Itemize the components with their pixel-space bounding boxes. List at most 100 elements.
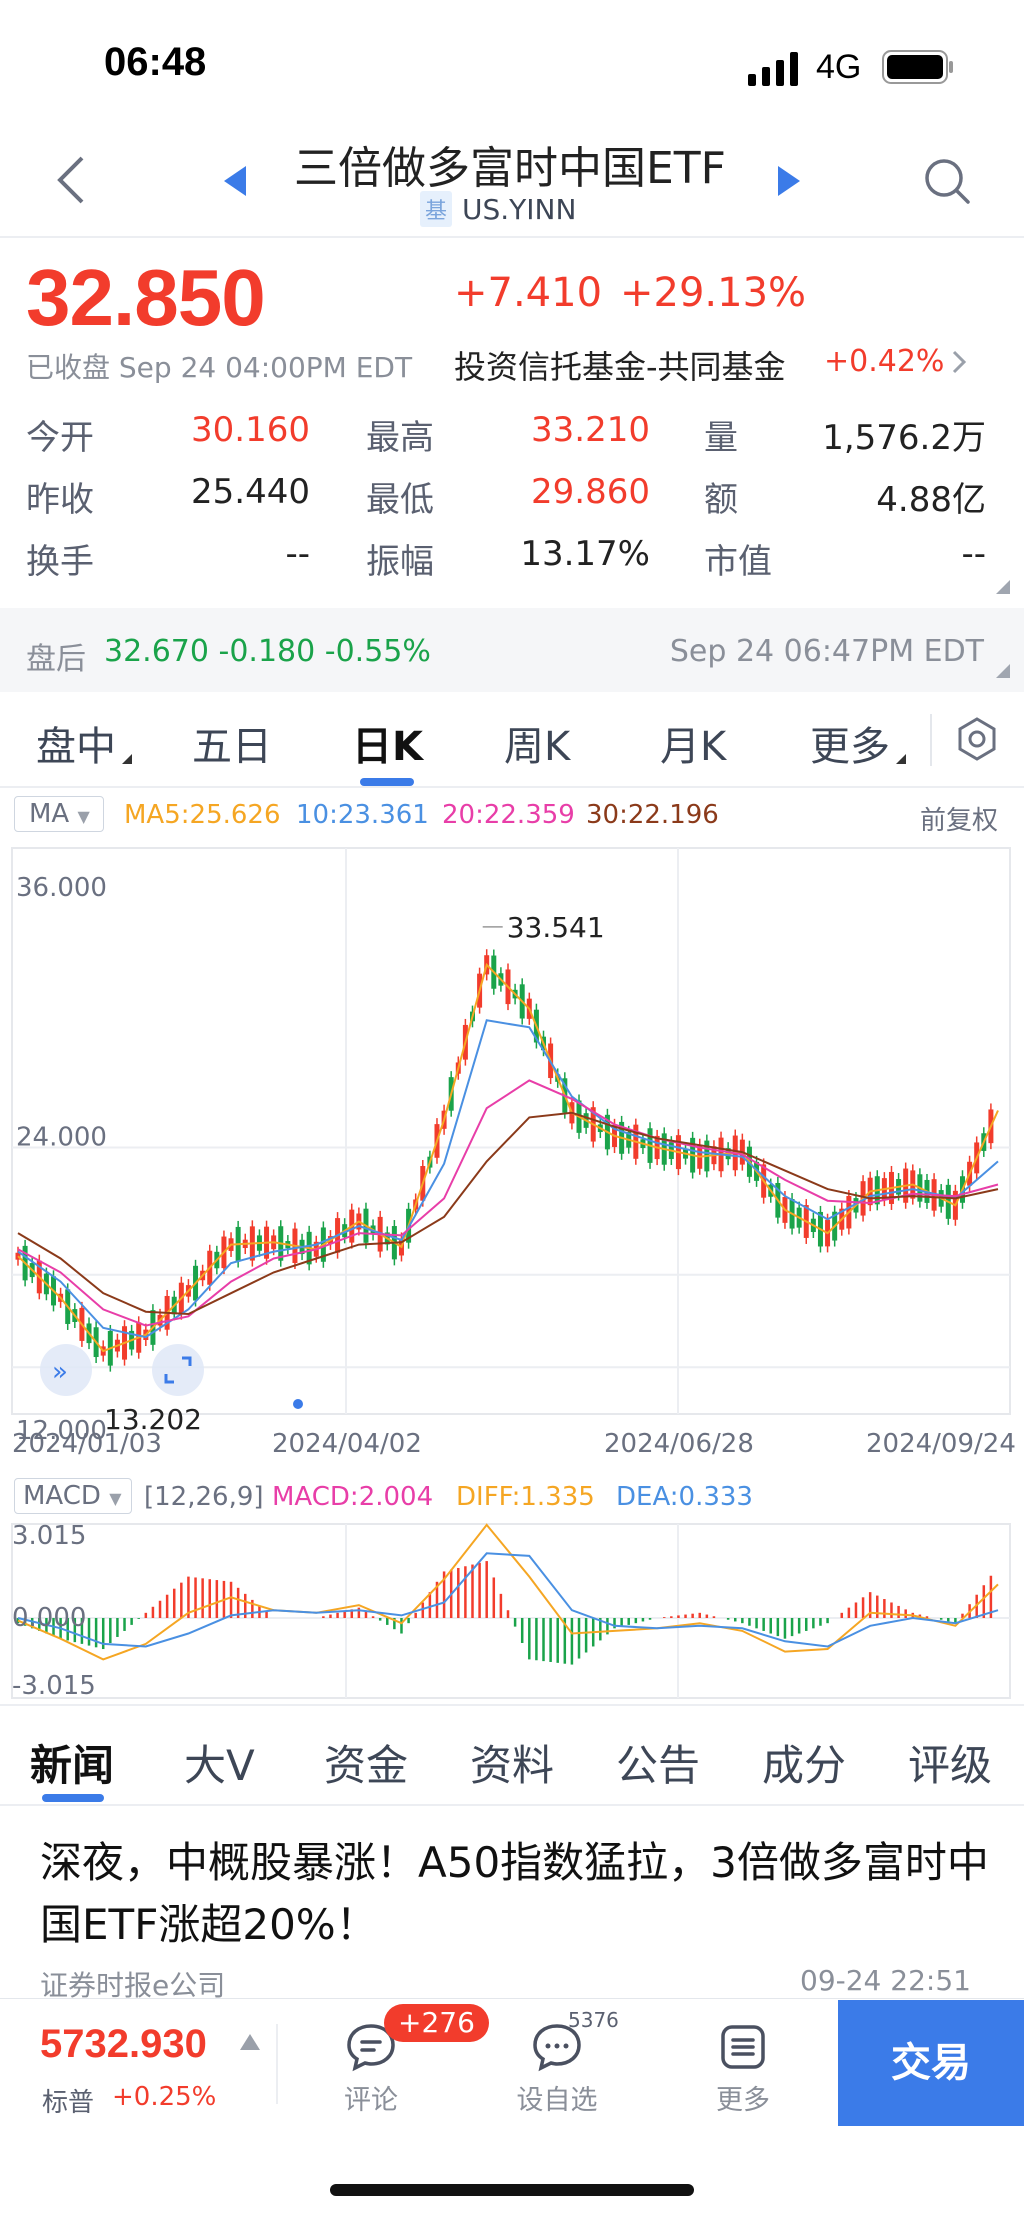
fund-badge: 基 [420, 191, 453, 227]
tab-intraday[interactable]: 盘中 [36, 724, 116, 770]
ma20-legend: 20:22.359 [442, 800, 575, 830]
stat-turnover: 4.88亿 [876, 480, 986, 520]
ma-select-label: MA [29, 799, 70, 829]
price-change: +7.410 [454, 270, 603, 316]
dea-line [17, 1552, 999, 1648]
more-menu-icon[interactable] [716, 2020, 770, 2074]
home-indicator[interactable] [330, 2184, 694, 2196]
tab-weekly-k[interactable]: 周K [504, 724, 571, 770]
next-stock-icon[interactable] [776, 166, 802, 196]
sector-change[interactable]: +0.42% [824, 344, 945, 379]
tab-profile[interactable]: 资料 [470, 1741, 555, 1790]
x-axis-label: 2024/06/28 [604, 1429, 754, 1459]
tab-active-indicator [360, 778, 414, 786]
add-watchlist-label[interactable]: 设自选 [516, 2085, 598, 2116]
tab-monthly-k[interactable]: 月K [660, 724, 727, 770]
x-axis-labels: 2024/01/03 2024/04/02 2024/06/28 2024/09/24 [12, 1429, 1016, 1459]
comment-icon[interactable] [344, 2020, 398, 2074]
index-value[interactable]: 5732.930 [40, 2022, 207, 2066]
tab-capital[interactable]: 资金 [324, 1741, 409, 1790]
settings-icon[interactable] [954, 716, 1000, 762]
last-price: 32.850 [26, 253, 266, 342]
x-axis-label: 2024/09/24 [866, 1429, 1016, 1459]
back-icon[interactable] [52, 152, 92, 208]
index-name: 标普 [42, 2088, 95, 2118]
tab-more[interactable]: 更多 [810, 724, 890, 770]
stat-low: 29.860 [531, 472, 650, 512]
macd-indicator-select[interactable]: MACD ▼ [14, 1478, 132, 1514]
dropdown-corner-icon [122, 754, 132, 764]
max-price-label: 33.541 [507, 911, 605, 944]
chevron-down-icon: ▼ [77, 807, 90, 826]
macd-frame [11, 1523, 1011, 1699]
dropdown-corner-icon [896, 754, 906, 764]
divider [0, 786, 1024, 788]
price-axis-label: 36.000 [16, 873, 107, 903]
fullscreen-icon [164, 1356, 192, 1384]
search-icon[interactable] [920, 154, 972, 206]
stat-volume-label: 量 [704, 418, 738, 458]
price-adjust-toggle[interactable]: 前复权 [920, 806, 999, 836]
sector-link[interactable]: 投资信托基金-共同基金 [454, 348, 786, 386]
expand-corner-icon[interactable] [996, 580, 1010, 594]
prev-stock-icon[interactable] [222, 166, 248, 196]
scroll-left-button[interactable] [40, 1344, 92, 1396]
event-dot[interactable] [293, 1399, 303, 1409]
ma-line-ma20 [17, 1079, 999, 1327]
macd-value: MACD:2.004 [272, 1482, 434, 1512]
kline-chart[interactable]: 33.541 13.202 36.000 24.000 12.000 2024/01/0… [0, 840, 1024, 1480]
add-watchlist-icon[interactable] [530, 2020, 584, 2074]
macd-params: [12,26,9] [144, 1482, 264, 1512]
ticker-symbol: US.YINN [462, 192, 577, 226]
diff-line [17, 1523, 999, 1661]
trade-button[interactable]: 交易 [838, 2000, 1024, 2126]
price-change-pct: +29.13% [620, 270, 807, 316]
stat-low-label: 最低 [366, 480, 434, 520]
stat-prev-close-label: 昨收 [26, 480, 94, 520]
macd-chart[interactable]: 3.015 0.000 -3.015 [0, 1520, 1024, 1700]
stat-turnover-label: 额 [704, 480, 738, 520]
tab-announcements[interactable]: 公告 [616, 1741, 701, 1790]
macd-axis-label: 3.015 [12, 1521, 86, 1551]
after-hours-time: Sep 24 06:47PM EDT [669, 634, 984, 669]
tab-daily-k[interactable]: 日K [352, 724, 423, 770]
comment-count-badge: +276 [384, 2004, 489, 2042]
news-headline[interactable]: 深夜，中概股暴涨！A50指数猛拉，3倍做多富时中国ETF涨超20%！ [40, 1838, 989, 1949]
more-label[interactable]: 更多 [716, 2085, 770, 2116]
tab-ratings[interactable]: 评级 [908, 1741, 993, 1790]
page-title: 三倍做多富时中国ETF [294, 143, 726, 194]
ma-lines [17, 962, 999, 1353]
stat-high-label: 最高 [366, 418, 434, 458]
watch-count: 5376 [568, 2008, 619, 2032]
expand-corner-icon[interactable] [996, 664, 1010, 678]
after-hours-bar [0, 608, 1024, 692]
dea-value: DEA:0.333 [616, 1482, 753, 1512]
stat-mkt-cap-label: 市值 [704, 542, 772, 582]
tab-components[interactable]: 成分 [762, 1741, 847, 1790]
tab-five-day[interactable]: 五日 [192, 724, 272, 770]
x-axis-label: 2024/01/03 [12, 1429, 162, 1459]
ma-line-ma5 [17, 962, 999, 1353]
ma30-legend: 30:22.196 [586, 800, 719, 830]
stat-turnover-rate-label: 换手 [26, 542, 94, 582]
stat-turnover-rate: -- [285, 534, 310, 574]
tab-news[interactable]: 新闻 [30, 1741, 115, 1790]
ma10-legend: 10:23.361 [296, 800, 429, 830]
macd-axis-label: 0.000 [12, 1603, 86, 1633]
tab-big-v[interactable]: 大V [184, 1741, 255, 1790]
battery-icon [882, 50, 953, 84]
stat-high: 33.210 [531, 410, 650, 450]
chart-frame [11, 847, 1011, 1415]
ma-indicator-select[interactable]: MA ▼ [14, 796, 104, 832]
chevron-down-icon: ▼ [109, 1489, 122, 1508]
comment-label[interactable]: 评论 [344, 2085, 398, 2116]
divider [276, 2024, 278, 2104]
macd-axis-label: -3.015 [12, 1671, 96, 1700]
fullscreen-button[interactable] [152, 1344, 204, 1396]
chevron-right-icon[interactable] [948, 346, 970, 378]
stat-mkt-cap: -- [961, 534, 986, 574]
stat-amplitude: 13.17% [520, 534, 650, 574]
divider [0, 236, 1024, 238]
chart-controls[interactable]: » [40, 1344, 303, 1409]
ticker-line: 基 US.YINN [420, 191, 577, 227]
